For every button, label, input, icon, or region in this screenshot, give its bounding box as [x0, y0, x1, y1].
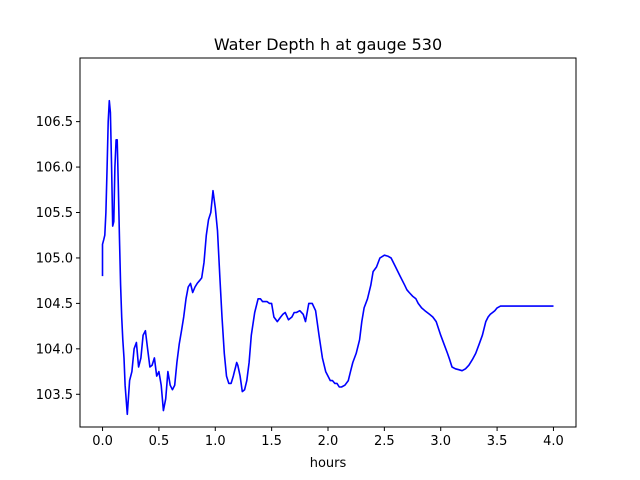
y-tick-label: 105.0 — [36, 251, 73, 266]
x-tick-label: 3.5 — [487, 434, 508, 449]
y-tick-label: 106.5 — [36, 115, 73, 130]
x-tick-label: 2.5 — [374, 434, 395, 449]
x-tick-label: 0.0 — [92, 434, 113, 449]
x-tick-label: 3.0 — [430, 434, 451, 449]
y-tick-label: 106.0 — [36, 161, 73, 176]
chart-title: Water Depth h at gauge 530 — [214, 35, 442, 54]
x-tick-label: 1.5 — [261, 434, 282, 449]
series-line-0 — [101, 99, 554, 416]
x-tick-label: 4.0 — [543, 434, 564, 449]
plot-area — [101, 99, 554, 416]
x-axis-label: hours — [310, 456, 347, 471]
y-tick-label: 105.5 — [36, 206, 73, 221]
y-tick-label: 103.5 — [36, 388, 73, 403]
axes-frame — [79, 57, 577, 428]
x-tick-label: 0.5 — [149, 434, 170, 449]
x-tick-label: 2.0 — [318, 434, 339, 449]
y-tick-label: 104.5 — [36, 297, 73, 312]
x-tick-label: 1.0 — [205, 434, 226, 449]
y-axis: 103.5 104.0 104.5 105.0 105.5 106.0 106.5 — [36, 115, 80, 403]
x-axis: 0.0 0.5 1.0 1.5 2.0 2.5 3.0 3.5 4.0 — [92, 427, 564, 449]
y-tick-label: 104.0 — [36, 342, 73, 357]
